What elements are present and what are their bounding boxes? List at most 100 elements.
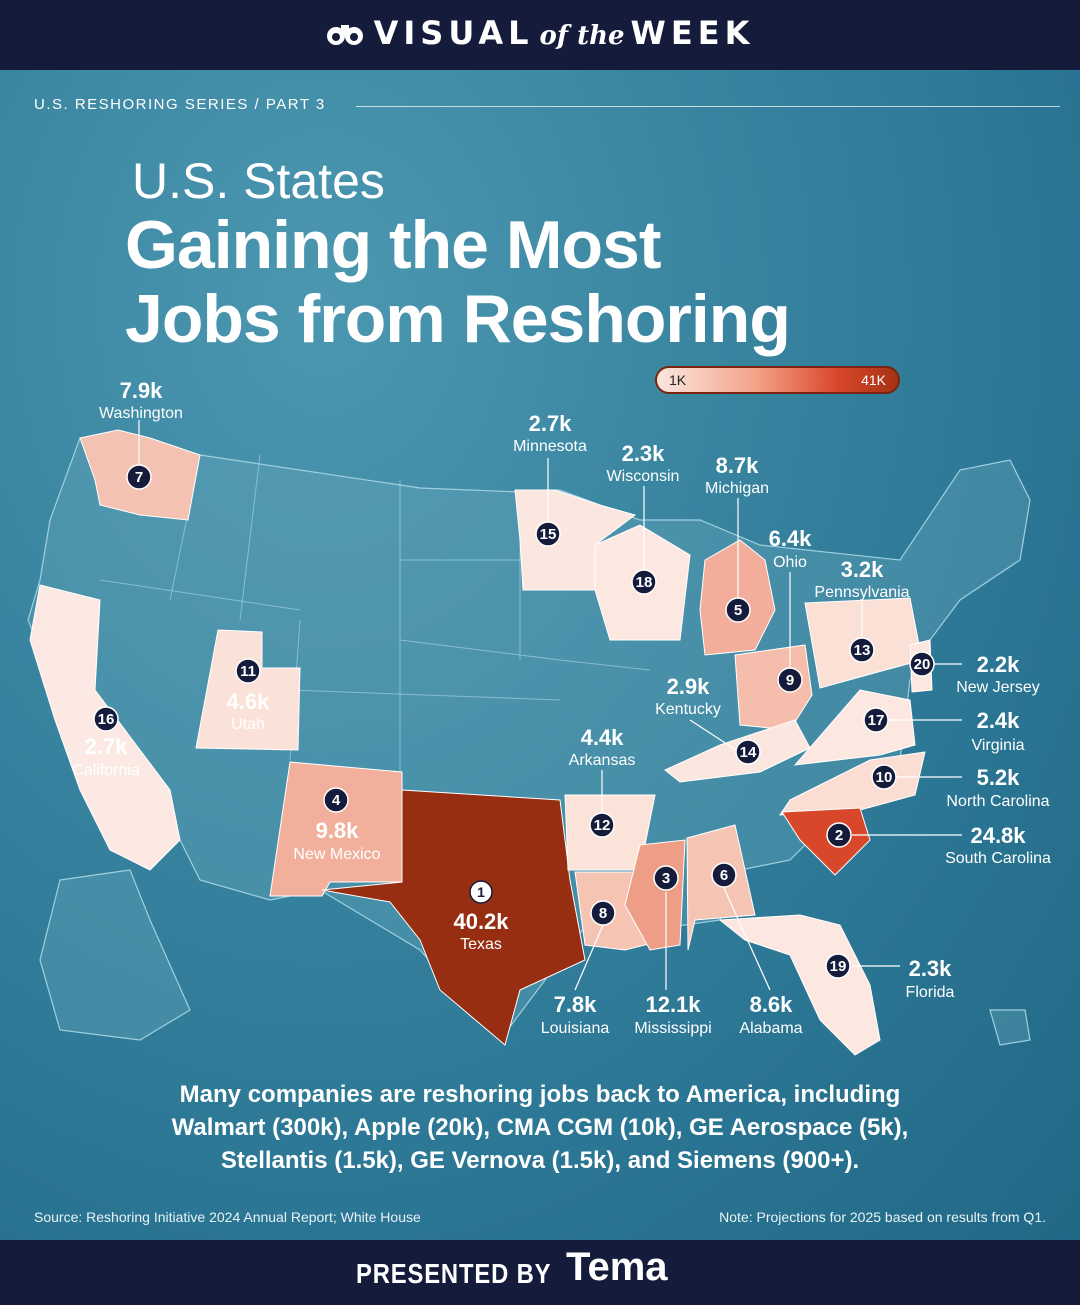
badge-16: 16 xyxy=(93,706,119,732)
name-texas: Texas xyxy=(460,936,502,953)
badge-10: 10 xyxy=(871,764,897,790)
source-note: Source: Reshoring Initiative 2024 Annual… xyxy=(34,1209,421,1225)
value-south-carolina: 24.8k xyxy=(970,823,1026,848)
name-ohio: Ohio xyxy=(773,554,807,571)
name-louisiana: Louisiana xyxy=(541,1020,610,1037)
leader-lines xyxy=(138,420,962,991)
value-alabama: 8.6k xyxy=(750,992,794,1017)
name-new-mexico: New Mexico xyxy=(293,846,380,863)
value-virginia: 2.4k xyxy=(977,708,1021,733)
value-new-mexico: 9.8k xyxy=(316,818,360,843)
brand-mid: of the xyxy=(539,21,625,51)
sponsor-bar xyxy=(0,1240,1080,1305)
rank-1: 1 xyxy=(477,884,485,900)
state-new-mexico xyxy=(269,761,403,897)
leader-kentucky xyxy=(689,719,737,751)
name-north-carolina: North Carolina xyxy=(946,793,1049,810)
rank-7: 7 xyxy=(135,469,143,486)
header-bar xyxy=(0,0,1080,70)
value-minnesota: 2.7k xyxy=(529,411,573,436)
brand-title: VISUAL of the WEEK xyxy=(0,14,1080,52)
rank-badges: 7 15 18 5 9 13 20 11 16 17 14 10 4 12 2 … xyxy=(93,464,935,979)
badge-14: 14 xyxy=(735,739,761,765)
name-florida: Florida xyxy=(906,984,955,1001)
rank-12: 12 xyxy=(594,817,611,834)
leader-alabama xyxy=(723,887,771,991)
badge-4: 4 xyxy=(323,787,349,813)
name-new-jersey: New Jersey xyxy=(956,679,1040,696)
state-virginia xyxy=(793,689,916,766)
badge-15: 15 xyxy=(535,521,561,547)
value-florida: 2.3k xyxy=(909,956,953,981)
value-pennsylvania: 3.2k xyxy=(841,557,885,582)
rank-5: 5 xyxy=(734,602,742,619)
rank-15: 15 xyxy=(540,526,557,543)
badge-6: 6 xyxy=(711,862,737,888)
rank-13: 13 xyxy=(854,642,871,659)
name-arkansas: Arkansas xyxy=(569,752,636,769)
value-north-carolina: 5.2k xyxy=(977,765,1021,790)
value-texas: 40.2k xyxy=(453,909,509,934)
footer-line-3: Stellantis (1.5k), GE Vernova (1.5k), an… xyxy=(220,1147,860,1174)
badge-17: 17 xyxy=(863,707,889,733)
badge-3: 3 xyxy=(653,865,679,891)
rank-3: 3 xyxy=(662,870,670,887)
badge-1: 1 xyxy=(469,880,493,904)
state-alabama xyxy=(686,824,756,951)
name-south-carolina: South Carolina xyxy=(945,850,1051,867)
value-michigan: 8.7k xyxy=(716,453,760,478)
presented-by-label: PRESENTED BY xyxy=(356,1258,552,1289)
value-washington: 7.9k xyxy=(120,378,164,403)
value-utah: 4.6k xyxy=(227,689,271,714)
name-california: California xyxy=(72,762,140,779)
land-hawaii xyxy=(989,1009,1031,1046)
name-mississippi: Mississippi xyxy=(634,1020,711,1037)
badge-5: 5 xyxy=(725,597,751,623)
projection-note: Note: Projections for 2025 based on resu… xyxy=(719,1209,1046,1225)
badge-11: 11 xyxy=(235,658,261,684)
brand-left: VISUAL xyxy=(373,14,534,52)
title-main: Gaining the Most Jobs from Reshoring xyxy=(125,207,791,357)
series-label: U.S. RESHORING SERIES / PART 3 xyxy=(34,96,326,113)
title-line-2: Gaining the Most xyxy=(125,207,662,283)
legend-min: 1K xyxy=(669,372,687,388)
value-arkansas: 4.4k xyxy=(581,725,625,750)
value-kentucky: 2.9k xyxy=(667,674,711,699)
title-line-3: Jobs from Reshoring xyxy=(125,281,791,357)
color-scale-legend: 1K 41K xyxy=(655,366,900,394)
rank-18: 18 xyxy=(636,574,653,591)
footer-summary: Many companies are reshoring jobs back t… xyxy=(0,1078,1080,1177)
state-south-carolina xyxy=(781,807,871,876)
name-wisconsin: Wisconsin xyxy=(607,468,680,485)
rank-14: 14 xyxy=(740,744,757,761)
footer-line-2: Walmart (300k), Apple (20k), CMA CGM (10… xyxy=(171,1114,909,1141)
value-ohio: 6.4k xyxy=(769,526,813,551)
rank-6: 6 xyxy=(720,867,728,884)
value-new-jersey: 2.2k xyxy=(977,652,1021,677)
name-michigan: Michigan xyxy=(705,480,769,497)
rank-10: 10 xyxy=(876,769,893,786)
binoculars-icon xyxy=(326,25,363,45)
rank-11: 11 xyxy=(240,663,256,680)
name-virginia: Virginia xyxy=(971,737,1024,754)
badge-12: 12 xyxy=(589,812,615,838)
sponsor-logo[interactable]: Tema xyxy=(566,1245,668,1289)
rank-8: 8 xyxy=(599,905,607,922)
state-utah xyxy=(195,629,301,751)
leader-louisiana xyxy=(574,924,604,991)
badge-19: 19 xyxy=(825,953,851,979)
footer-line-1: Many companies are reshoring jobs back t… xyxy=(179,1081,901,1108)
badge-2: 2 xyxy=(826,822,852,848)
name-kentucky: Kentucky xyxy=(655,701,721,718)
badge-8: 8 xyxy=(590,900,616,926)
name-washington: Washington xyxy=(99,405,183,422)
badge-18: 18 xyxy=(631,569,657,595)
land-alaska xyxy=(39,869,191,1041)
value-mississippi: 12.1k xyxy=(645,992,701,1017)
rank-16: 16 xyxy=(98,711,115,728)
title-line-1: U.S. States xyxy=(132,153,385,209)
series-divider xyxy=(356,106,1060,107)
rank-4: 4 xyxy=(332,792,341,809)
badge-13: 13 xyxy=(849,637,875,663)
